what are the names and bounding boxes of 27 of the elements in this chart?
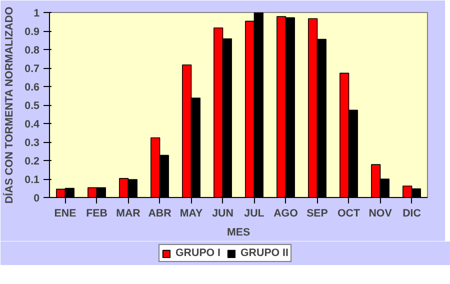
y-tick-label: 0.1 (24, 174, 40, 186)
x-tick-label: MAY (180, 208, 203, 220)
x-tick-label: SEP (306, 208, 328, 220)
legend-label: GRUPO II (240, 247, 288, 259)
y-axis-title: DÍAS CON TORMENTA NORMALIZADO (2, 6, 16, 204)
x-tick-label: ABR (148, 208, 172, 220)
x-tick-label: NOV (368, 208, 393, 220)
y-tick-label: 0.4 (24, 118, 40, 130)
x-tick-label: ENE (54, 208, 76, 220)
x-tick-label: JUL (244, 208, 265, 220)
y-tick-label: 0.3 (24, 137, 40, 149)
x-tick-label: JUN (212, 208, 234, 220)
x-axis-title: MES (226, 226, 250, 238)
y-tick-label: 0.2 (24, 156, 40, 168)
legend-label: GRUPO I (176, 247, 221, 259)
y-tick-label: 0.6 (24, 82, 40, 94)
x-tick-label: MAR (116, 208, 141, 220)
y-tick-label: 0.7 (24, 63, 40, 75)
x-tick-label: DIC (402, 208, 422, 220)
y-tick-label: 0.8 (24, 44, 40, 56)
y-tick-label: 0.9 (24, 26, 40, 38)
y-tick-label: 0 (34, 192, 40, 204)
x-tick-label: AGO (274, 208, 298, 220)
y-tick-label: 0.5 (24, 100, 40, 112)
x-tick-label: OCT (338, 208, 360, 220)
y-tick-label: 1 (34, 8, 40, 20)
x-tick-label: FEB (86, 208, 108, 220)
